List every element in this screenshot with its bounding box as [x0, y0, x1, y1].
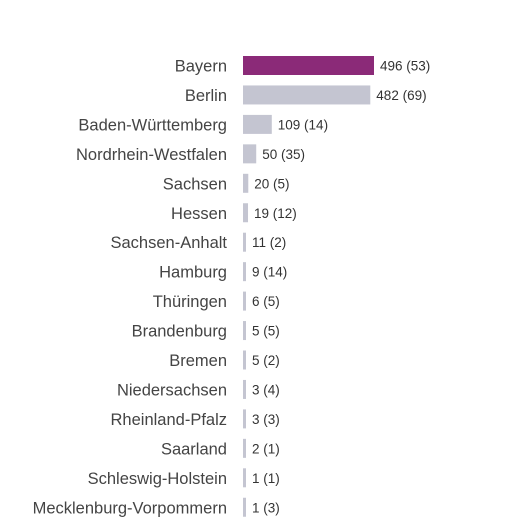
bar-hamburg [243, 262, 246, 282]
value-label: 50 (35) [262, 147, 305, 162]
value-label: 482 (69) [376, 88, 426, 103]
category-label: Hessen [171, 205, 227, 223]
category-label: Bremen [169, 352, 227, 370]
category-label: Nordrhein-Westfalen [76, 146, 227, 164]
bar-nordrhein-westfalen [243, 144, 257, 164]
category-label: Sachsen [163, 175, 227, 193]
bar-berlin [243, 85, 371, 105]
category-label: Schleswig-Holstein [88, 470, 227, 488]
category-label: Hamburg [159, 264, 227, 282]
bar-schleswig-holstein [243, 468, 246, 488]
bar-brandenburg [243, 321, 246, 341]
category-label: Thüringen [153, 293, 227, 311]
value-label: 3 (3) [252, 412, 280, 427]
value-label: 5 (2) [252, 353, 280, 368]
value-label: 9 (14) [252, 265, 287, 280]
value-label: 20 (5) [254, 176, 289, 191]
value-label: 2 (1) [252, 441, 280, 456]
value-label: 496 (53) [380, 59, 430, 74]
bar-baden-württemberg [243, 114, 272, 134]
value-label: 1 (3) [252, 500, 280, 515]
category-label: Bayern [175, 58, 227, 76]
value-label: 11 (2) [252, 235, 286, 250]
category-labels-group: Bayern Berlin Baden-Württemberg Nordrhein-W… [33, 58, 228, 518]
bars-group [243, 56, 374, 517]
bar-sachsen [243, 173, 249, 193]
bar-sachsen-anhalt [243, 232, 246, 252]
value-label: 3 (4) [252, 382, 280, 397]
value-label: 109 (14) [278, 117, 328, 132]
category-label: Saarland [161, 440, 227, 458]
value-label: 5 (5) [252, 324, 280, 339]
category-label: Niedersachsen [117, 381, 227, 399]
bar-thüringen [243, 291, 246, 311]
category-label: Berlin [185, 87, 227, 105]
category-label: Sachsen-Anhalt [111, 234, 228, 252]
bar-bremen [243, 350, 246, 370]
value-label: 1 (1) [252, 471, 280, 486]
category-label: Brandenburg [132, 323, 227, 341]
bar-saarland [243, 438, 246, 458]
value-label: 19 (12) [254, 206, 297, 221]
category-label: Rheinland-Pfalz [111, 411, 227, 429]
bar-bayern [243, 56, 374, 75]
bar-niedersachsen [243, 379, 246, 399]
value-labels-group: 496 (53) 482 (69) 109 (14) 50 (35) 20 (5) 19 … [252, 59, 430, 516]
bar-rheinland-pfalz [243, 409, 246, 429]
category-label: Baden-Württemberg [78, 116, 227, 134]
bar-mecklenburg-vorpommern [243, 497, 246, 517]
bar-hessen [243, 203, 249, 223]
category-label: Mecklenburg-Vorpommern [33, 499, 227, 517]
value-label: 6 (5) [252, 294, 280, 309]
